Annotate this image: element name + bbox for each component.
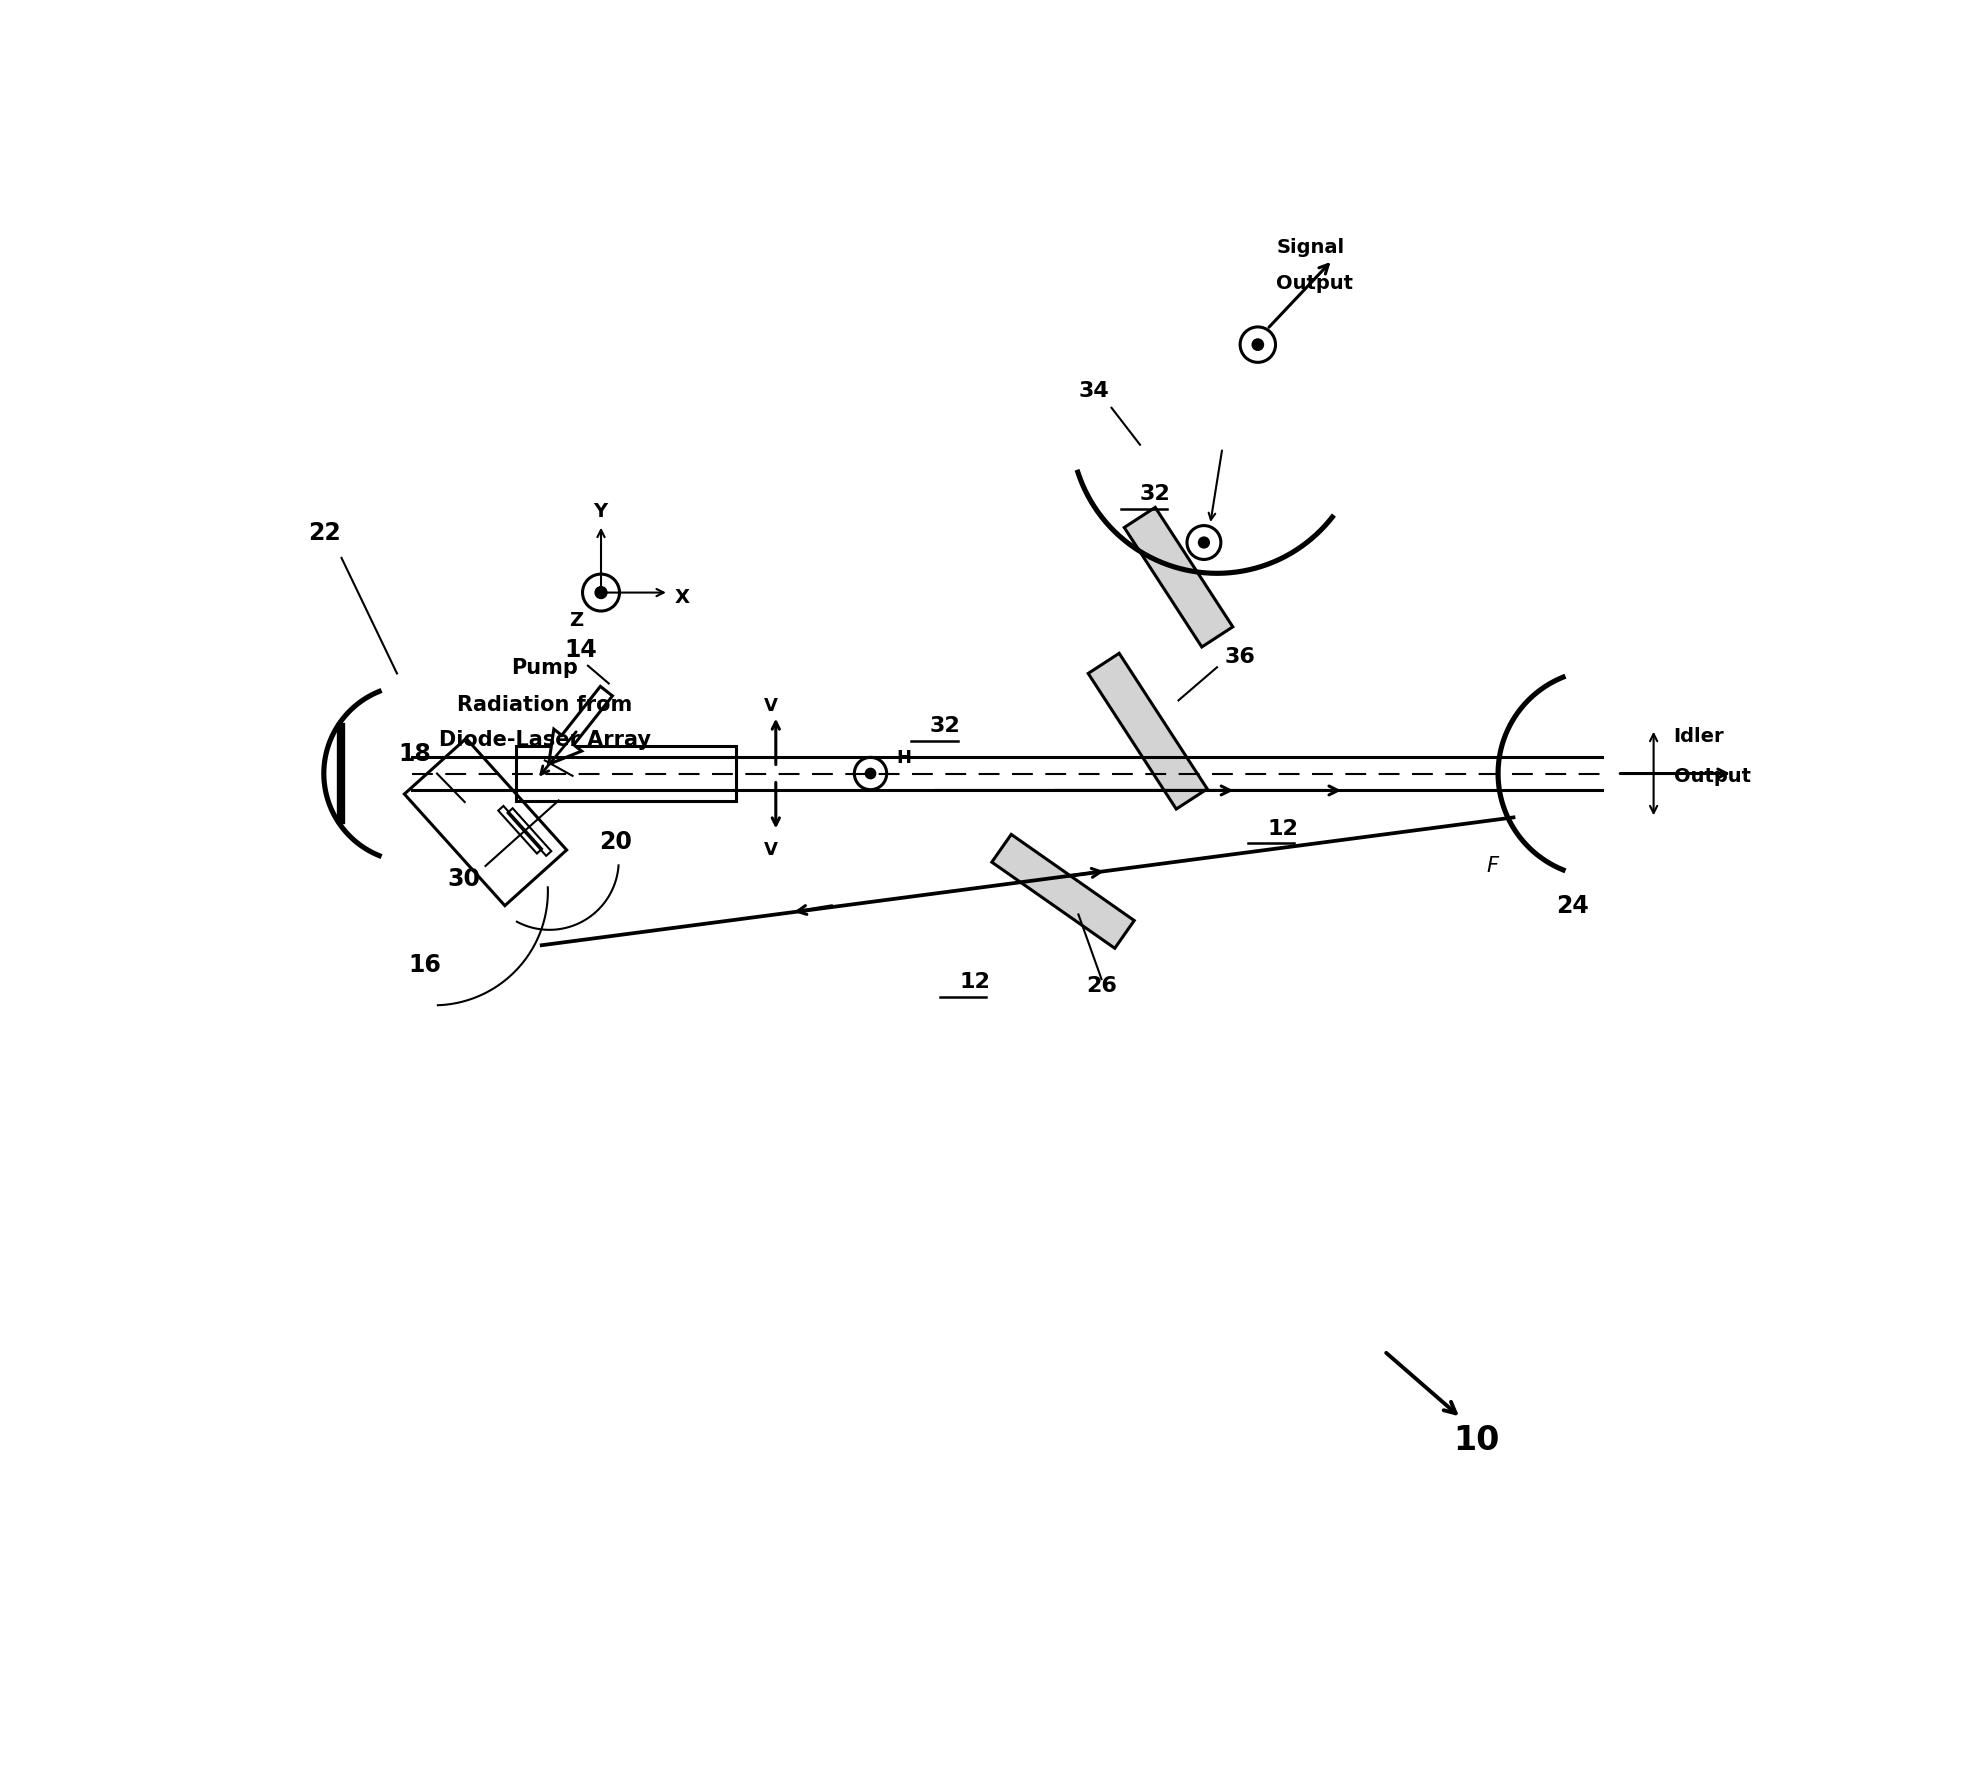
Text: Y: Y: [594, 501, 607, 520]
Text: 22: 22: [309, 520, 342, 544]
Text: Z: Z: [568, 611, 582, 629]
Text: H: H: [896, 748, 910, 766]
Bar: [1089, 654, 1207, 809]
Text: 26: 26: [1085, 977, 1117, 996]
Text: Idler: Idler: [1673, 727, 1724, 745]
Text: 30: 30: [446, 866, 480, 891]
Text: V: V: [765, 841, 779, 859]
Text: 20: 20: [600, 830, 631, 854]
Text: V: V: [765, 697, 779, 715]
Circle shape: [1252, 340, 1264, 351]
Text: 24: 24: [1555, 893, 1589, 918]
Text: X: X: [674, 588, 690, 606]
Bar: [507, 809, 550, 857]
Text: F: F: [1486, 855, 1498, 875]
Text: Diode-Laser Array: Diode-Laser Array: [438, 729, 651, 750]
Text: Radiation from: Radiation from: [458, 695, 633, 715]
Text: 34: 34: [1079, 381, 1109, 401]
Text: 18: 18: [399, 741, 431, 766]
Bar: [405, 740, 566, 905]
FancyArrow shape: [549, 688, 613, 764]
Text: 12: 12: [1266, 818, 1298, 838]
Text: 16: 16: [409, 953, 442, 977]
Bar: [991, 836, 1134, 948]
Text: Signal: Signal: [1276, 239, 1345, 257]
Text: 32: 32: [1140, 483, 1172, 503]
Text: Pump: Pump: [511, 658, 578, 677]
Text: 12: 12: [959, 971, 991, 991]
Circle shape: [865, 768, 875, 779]
Bar: [497, 807, 543, 854]
Text: 36: 36: [1225, 647, 1256, 666]
Text: 32: 32: [930, 716, 961, 736]
Circle shape: [1199, 538, 1209, 549]
Circle shape: [596, 588, 607, 599]
Text: Output: Output: [1673, 766, 1750, 786]
Text: 10: 10: [1453, 1424, 1500, 1456]
Text: Output: Output: [1276, 274, 1353, 294]
Text: 14: 14: [564, 638, 598, 661]
Bar: [1125, 508, 1233, 647]
Bar: [517, 747, 735, 802]
